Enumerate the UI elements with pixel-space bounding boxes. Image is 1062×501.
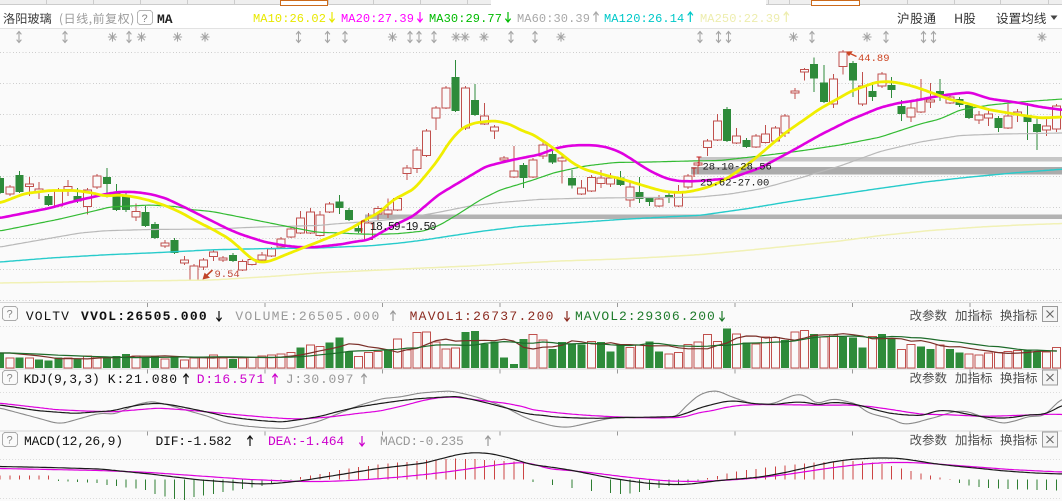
svg-text:VOLUME:26505.000: VOLUME:26505.000: [235, 309, 380, 324]
svg-text:J:30.097: J:30.097: [286, 372, 354, 387]
svg-text:?: ?: [7, 310, 14, 322]
svg-text:KDJ(9,3,3): KDJ(9,3,3): [24, 372, 100, 387]
svg-text:VOLTV: VOLTV: [26, 309, 70, 324]
svg-text:D:16.571: D:16.571: [197, 372, 265, 387]
svg-text:MA250:22.39: MA250:22.39: [700, 12, 780, 26]
svg-text:44.89: 44.89: [858, 53, 890, 65]
svg-text:MACD:-0.235: MACD:-0.235: [380, 434, 464, 449]
svg-text:MA120:26.14: MA120:26.14: [604, 12, 684, 26]
svg-text:DIF:-1.582: DIF:-1.582: [156, 434, 232, 449]
svg-text:MAVOL1:26737.200: MAVOL1:26737.200: [410, 309, 555, 324]
svg-text:28.10-28.56: 28.10-28.56: [703, 162, 772, 174]
svg-text:?: ?: [7, 436, 14, 448]
svg-text:MA20:27.39: MA20:27.39: [341, 12, 414, 26]
svg-text:?: ?: [142, 14, 149, 26]
svg-text:9.54: 9.54: [215, 269, 240, 281]
svg-text:VVOL:26505.000: VVOL:26505.000: [81, 309, 208, 324]
svg-text:MA30:29.77: MA30:29.77: [429, 12, 502, 26]
svg-text:MACD(12,26,9): MACD(12,26,9): [24, 434, 123, 449]
svg-text:K:21.080: K:21.080: [108, 372, 178, 387]
svg-text:?: ?: [7, 374, 14, 386]
svg-text:MAVOL2:29306.200: MAVOL2:29306.200: [575, 309, 716, 324]
svg-text:MA60:30.39: MA60:30.39: [517, 12, 590, 26]
svg-text:MA10:26.02: MA10:26.02: [253, 12, 326, 26]
svg-text:DEA:-1.464: DEA:-1.464: [268, 434, 344, 449]
svg-text:25.62-27.00: 25.62-27.00: [700, 178, 769, 190]
svg-text:MA: MA: [157, 12, 173, 27]
svg-text:18.59-19.50: 18.59-19.50: [370, 221, 437, 234]
